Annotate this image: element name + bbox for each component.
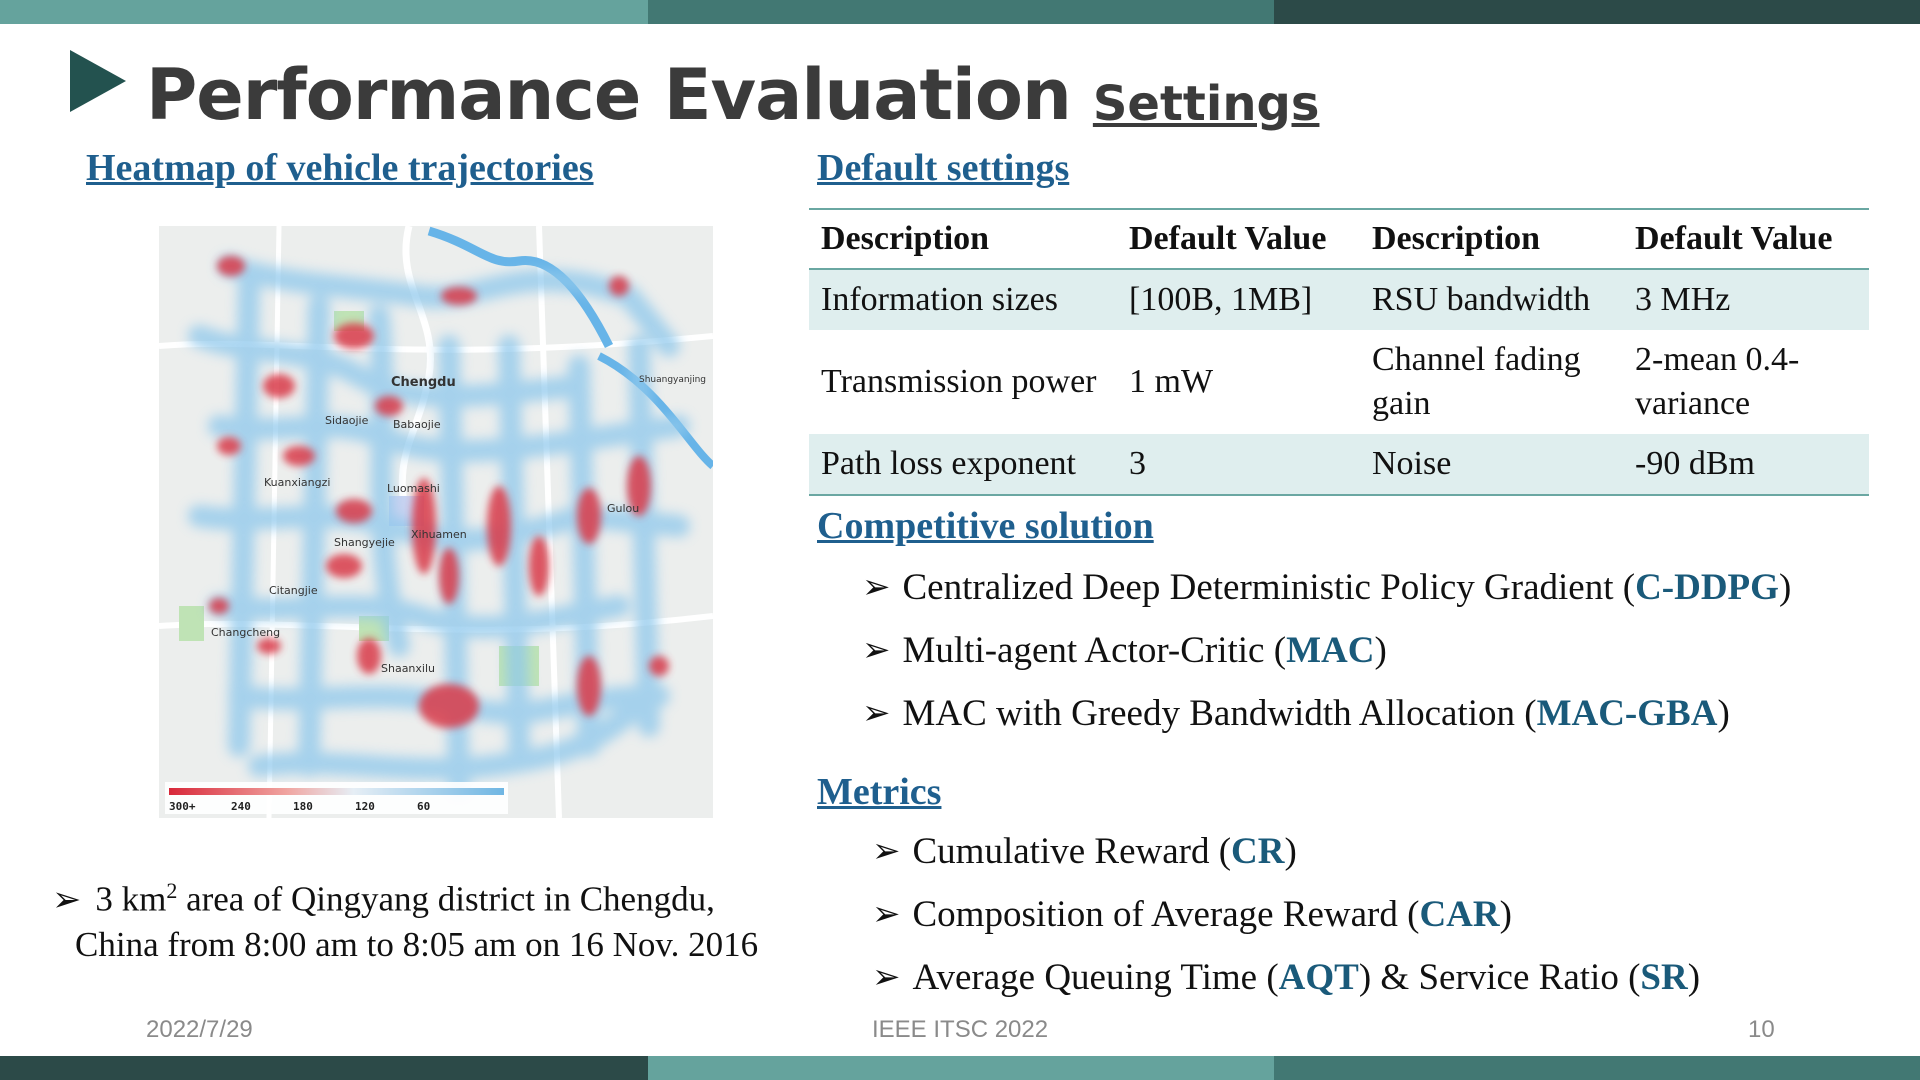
legend-tick-label: 180 xyxy=(293,800,313,813)
item-close: ) xyxy=(1687,956,1701,998)
item-abbr: MAC-GBA xyxy=(1536,692,1718,734)
map-place-label: Kuanxiangzi xyxy=(264,476,330,489)
table-header-row: Description Default Value Description De… xyxy=(809,208,1869,270)
bullet-arrow-icon: ➢ xyxy=(862,568,891,606)
item-close: ) xyxy=(1284,830,1297,872)
map-place-label: Shangyejie xyxy=(334,536,395,549)
metrics-heading: Metrics xyxy=(817,771,942,813)
map-place-label: Xihuamen xyxy=(411,528,467,541)
item-abbr: CAR xyxy=(1419,893,1500,935)
bottom-bar-segment-dark xyxy=(0,1056,648,1080)
item-abbr: C-DDPG xyxy=(1635,566,1779,608)
table-cell: Transmission power xyxy=(821,363,1097,400)
bottom-decor-bar xyxy=(0,1056,1920,1080)
bullet-area: 3 km xyxy=(95,879,167,919)
item-close: ) xyxy=(1499,893,1512,935)
item-mid: ) & Service Ratio ( xyxy=(1358,956,1641,998)
item-abbr: MAC xyxy=(1286,629,1375,671)
table-cell: [100B, 1MB] xyxy=(1117,269,1360,330)
footer-date: 2022/7/29 xyxy=(146,1016,253,1043)
table-row: Transmission power 1 mW Channel fading g… xyxy=(809,330,1869,434)
legend-tick-label: 240 xyxy=(231,800,251,813)
title-triangle-icon xyxy=(70,50,126,112)
map-place-label: Citangjie xyxy=(269,584,318,597)
map-place-label: Sidaojie xyxy=(325,414,369,427)
item-abbr-2: SR xyxy=(1640,956,1688,998)
table-cell: Information sizes xyxy=(809,269,1117,330)
bullet-line1-rest: area of Qingyang district in Chengdu, xyxy=(177,879,715,919)
list-item: ➢ MAC with Greedy Bandwidth Allocation (… xyxy=(862,682,1791,745)
footer-conference: IEEE ITSC 2022 xyxy=(872,1016,1049,1043)
table-cell: Path loss exponent xyxy=(809,434,1117,496)
default-settings-table: Description Default Value Description De… xyxy=(809,208,1869,496)
list-item: ➢ Cumulative Reward (CR) xyxy=(872,820,1700,883)
heatmap-heading: Heatmap of vehicle trajectories xyxy=(86,147,594,189)
bullet-arrow-icon: ➢ xyxy=(52,879,82,919)
top-decor-bar xyxy=(0,0,1920,24)
map-place-label: Changcheng xyxy=(211,626,280,639)
table-cell: Noise xyxy=(1360,434,1623,496)
competitive-solution-heading: Competitive solution xyxy=(817,505,1154,547)
title-sub: Settings xyxy=(1092,76,1320,132)
table-cell: Channel fading gain xyxy=(1372,341,1581,422)
left-bullet-line2: China from 8:00 am to 8:05 am on 16 Nov.… xyxy=(75,924,759,964)
item-text: Average Queuing Time ( xyxy=(912,956,1279,998)
item-close: ) xyxy=(1717,692,1730,734)
left-bullet: ➢ 3 km2 area of Qingyang district in Chen… xyxy=(52,868,792,967)
list-item: ➢ Multi-agent Actor-Critic (MAC) xyxy=(862,619,1791,682)
competitive-list: ➢ Centralized Deep Deterministic Policy … xyxy=(862,556,1791,745)
bullet-arrow-icon: ➢ xyxy=(872,958,901,996)
table-header-cell: Default Value xyxy=(1117,208,1360,270)
table-cell: 2-mean 0.4-variance xyxy=(1635,341,1800,422)
map-place-label: Luomashi xyxy=(387,482,440,495)
item-text: Cumulative Reward ( xyxy=(912,830,1232,872)
item-abbr: CR xyxy=(1231,830,1285,872)
bottom-bar-segment-light xyxy=(648,1056,1274,1080)
default-settings-heading: Default settings xyxy=(817,147,1070,189)
list-item: ➢ Composition of Average Reward (CAR) xyxy=(872,883,1700,946)
legend-tick-label: 60 xyxy=(417,800,430,813)
map-place-label: Chengdu xyxy=(391,375,456,390)
table-cell: -90 dBm xyxy=(1623,434,1869,496)
table-cell: 1 mW xyxy=(1129,363,1214,400)
list-item: ➢ Average Queuing Time (AQT) & Service R… xyxy=(872,946,1700,1009)
legend-tick-label: 300+ xyxy=(169,800,196,813)
top-bar-segment-mid xyxy=(648,0,1274,24)
table-header-cell: Default Value xyxy=(1623,208,1869,270)
legend-tick-label: 120 xyxy=(355,800,375,813)
footer-page-number: 10 xyxy=(1748,1016,1775,1043)
list-item: ➢ Centralized Deep Deterministic Policy … xyxy=(862,556,1791,619)
top-bar-segment-dark xyxy=(1274,0,1920,24)
table-cell: 3 MHz xyxy=(1623,269,1869,330)
bullet-superscript: 2 xyxy=(166,878,178,903)
title-main: Performance Evaluation xyxy=(146,54,1072,136)
item-close: ) xyxy=(1374,629,1387,671)
table-row: Path loss exponent 3 Noise -90 dBm xyxy=(809,434,1869,496)
bullet-arrow-icon: ➢ xyxy=(872,895,901,933)
map-place-label: Babaojie xyxy=(393,418,441,431)
item-close: ) xyxy=(1778,566,1792,608)
map-place-label: Shuangyanjing xyxy=(639,375,706,385)
table-cell: RSU bandwidth xyxy=(1360,269,1623,330)
item-text: Multi-agent Actor-Critic ( xyxy=(902,629,1287,671)
table-row: Information sizes [100B, 1MB] RSU bandwi… xyxy=(809,269,1869,330)
heatmap-image: Chengdu Sidaojie Babaojie Kuanxiangzi Luomas… xyxy=(159,226,713,818)
metrics-list: ➢ Cumulative Reward (CR) ➢ Composition o… xyxy=(872,820,1700,1009)
table-cell: 3 xyxy=(1117,434,1360,496)
item-text: MAC with Greedy Bandwidth Allocation ( xyxy=(902,692,1537,734)
bullet-arrow-icon: ➢ xyxy=(862,694,891,732)
table-header-cell: Description xyxy=(1360,208,1623,270)
item-text: Composition of Average Reward ( xyxy=(912,893,1420,935)
map-place-label: Shaanxilu xyxy=(381,662,435,675)
bullet-arrow-icon: ➢ xyxy=(862,631,891,669)
bullet-arrow-icon: ➢ xyxy=(872,832,901,870)
item-text: Centralized Deep Deterministic Policy Gr… xyxy=(902,566,1636,608)
slide-title: Performance Evaluation Settings xyxy=(70,40,1319,130)
table-header-cell: Description xyxy=(809,208,1117,270)
bottom-bar-segment-mid xyxy=(1274,1056,1920,1080)
item-abbr: AQT xyxy=(1278,956,1359,998)
top-bar-segment-light xyxy=(0,0,648,24)
left-bullet-line1: ➢ 3 km2 area of Qingyang district in Chen… xyxy=(52,868,792,922)
map-place-label: Gulou xyxy=(607,502,639,515)
